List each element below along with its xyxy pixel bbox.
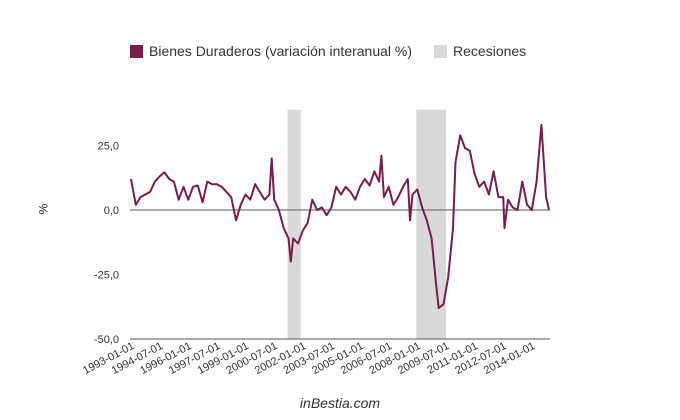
legend-label: Recesiones	[453, 43, 527, 59]
legend-swatch-icon	[130, 44, 143, 58]
watermark: inBestia.com	[299, 395, 381, 411]
legend-item-recessions[interactable]: Recesiones	[434, 43, 526, 59]
series-line-durable-goods	[130, 123, 550, 309]
legend-item-durable-goods[interactable]: Bienes Duraderos (variación interanual %…	[130, 43, 412, 59]
y-tick-label: -25,0	[94, 270, 119, 282]
legend: Bienes Duraderos (variación interanual %…	[130, 43, 548, 59]
y-tick-label: -50,0	[94, 334, 119, 346]
recession-band	[416, 109, 446, 339]
y-axis-label: %	[36, 203, 51, 215]
y-tick-label: 25,0	[98, 141, 119, 153]
legend-label: Bienes Duraderos (variación interanual %…	[149, 43, 413, 59]
legend-swatch-icon	[434, 44, 448, 58]
recession-band	[287, 109, 301, 339]
y-tick-label: 0,0	[104, 205, 119, 217]
